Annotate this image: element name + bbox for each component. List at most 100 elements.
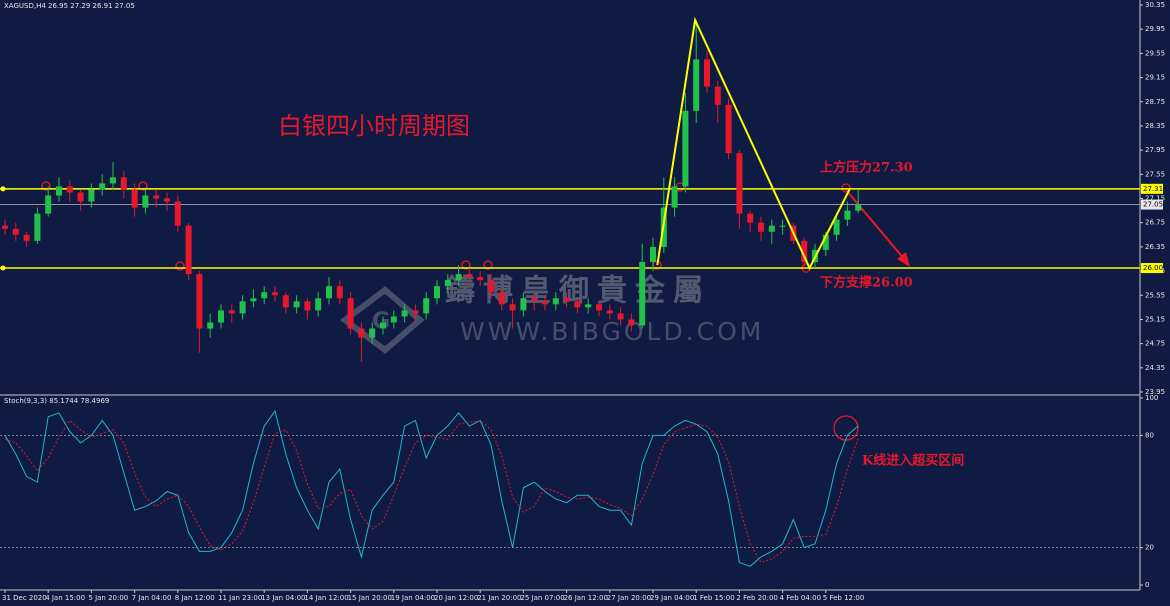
x-tick-label: 29 Jan 04:00 [650,594,694,602]
candle-body [650,246,656,262]
trend-arrow [845,189,910,267]
candle-body [45,195,52,214]
x-tick-label: 5 Jan 20:00 [88,594,128,602]
candle-body [401,310,408,317]
candle-body [844,210,851,220]
x-tick-label: 11 Jan 23:00 [218,594,262,602]
y-tick-label: 27.95 [1145,146,1165,154]
candle-body [585,304,592,308]
candle-body [228,310,235,314]
candle-body [509,304,516,311]
candle-body [693,59,700,111]
candle-body [725,104,732,154]
candle-body [12,228,19,235]
y-tick-label: 25.15 [1145,315,1165,323]
x-tick-label: 4 Jan 15:00 [45,594,85,602]
stoch-note: K线进入超买区间 [862,453,964,469]
candle-body [304,301,311,311]
candle-body [488,280,494,293]
candle-body [272,292,278,296]
x-tick-label: 8 Jan 12:00 [175,594,215,602]
candle-body [196,274,203,329]
y-tick-label: 28.75 [1145,98,1165,106]
candle-body [142,195,149,208]
candle-body [639,261,646,326]
candle-body [120,177,127,190]
candle-body [66,186,73,193]
candle-body [855,204,862,211]
symbol-header: XAGUSD,H4 26.95 27.29 26.91 27.05 [4,2,135,10]
candle-body [531,298,538,302]
resistance-note: 上方压力27.30 [820,160,913,176]
level-label: 26.00 [1143,264,1163,272]
candle-body [801,240,808,262]
level-label-box [1141,263,1163,274]
x-tick-label: 1 Feb 15:00 [693,594,734,602]
support-note: 下方支撑26.00 [820,275,913,291]
candle-body [315,298,322,311]
candle-body [412,310,419,314]
candle-body [628,319,635,326]
y-tick-label: 80 [1145,431,1154,439]
candle-body [369,328,376,338]
x-tick-label: 27 Jan 20:00 [607,594,651,602]
y-tick-label: 29.15 [1145,74,1165,82]
y-tick-label: 30.35 [1145,1,1165,9]
candle-body [164,198,170,202]
candle-body [498,292,505,305]
x-tick-label: 13 Jan 04:00 [261,594,305,602]
stoch-header: Stoch(9,3,3) 85.1744 78.4969 [4,397,109,405]
candle-body [239,301,246,314]
candle-body [779,225,786,227]
y-tick-label: 27.15 [1145,195,1165,203]
candle-body [185,225,192,275]
candle-body [617,313,624,320]
y-tick-label: 24.35 [1145,364,1165,372]
level-label: 27.31 [1143,185,1163,193]
level-dot [0,265,6,271]
candle-body [444,280,451,287]
candle-body [131,189,138,208]
y-tick-label: 29.55 [1145,49,1165,57]
candle-body [153,195,160,199]
candle-body [293,301,300,308]
candle-body [358,328,365,338]
x-tick-label: 5 Feb 12:00 [823,594,864,602]
candle-body [390,316,397,323]
candle-body [671,186,678,208]
y-tick-label: 28.35 [1145,122,1165,130]
candle-body [99,183,106,190]
x-tick-label: 19 Jan 04:00 [391,594,435,602]
y-tick-label: 23.95 [1145,388,1165,396]
x-tick-label: 4 Feb 04:00 [780,594,821,602]
candle-body [704,59,710,87]
y-tick-label: 25.55 [1145,291,1165,299]
x-tick-label: 26 Jan 12:00 [564,594,608,602]
level-label-box [1141,183,1163,194]
watermark-text: 鑄博皇御貴金屬 [444,274,711,309]
stoch-line [4,419,859,564]
candle-body [261,292,268,299]
x-tick-label: 7 Jan 04:00 [132,594,172,602]
candle-body [2,225,8,229]
candle-body [34,213,41,241]
bid-label-box [1141,199,1163,210]
candle-body [282,295,289,308]
candle-body [768,225,775,232]
chart-title: 白银四小时周期图 [278,112,470,140]
candle-body [23,234,30,241]
candle-body [347,298,354,329]
stoch-line [4,409,859,567]
candle-body [606,310,613,314]
y-tick-label: 0 [1145,581,1149,589]
y-tick-label: 26.75 [1145,219,1165,227]
level-dot [0,186,6,192]
y-tick-label: 29.95 [1145,25,1165,33]
candle-body [326,286,332,299]
candle-body [477,277,484,281]
candle-body [380,322,386,329]
y-tick-label: 100 [1145,394,1158,402]
y-tick-label: 24.75 [1145,340,1165,348]
candle-body [336,286,343,299]
